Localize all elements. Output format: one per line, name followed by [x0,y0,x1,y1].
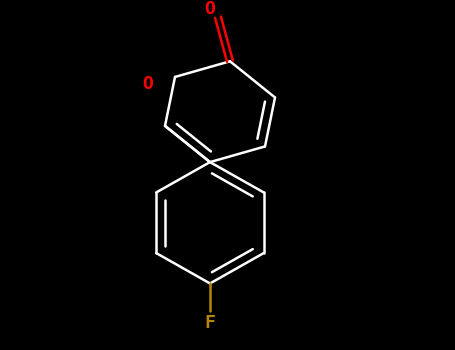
Text: F: F [205,314,215,331]
Text: O: O [142,75,153,93]
Text: O: O [205,0,215,19]
